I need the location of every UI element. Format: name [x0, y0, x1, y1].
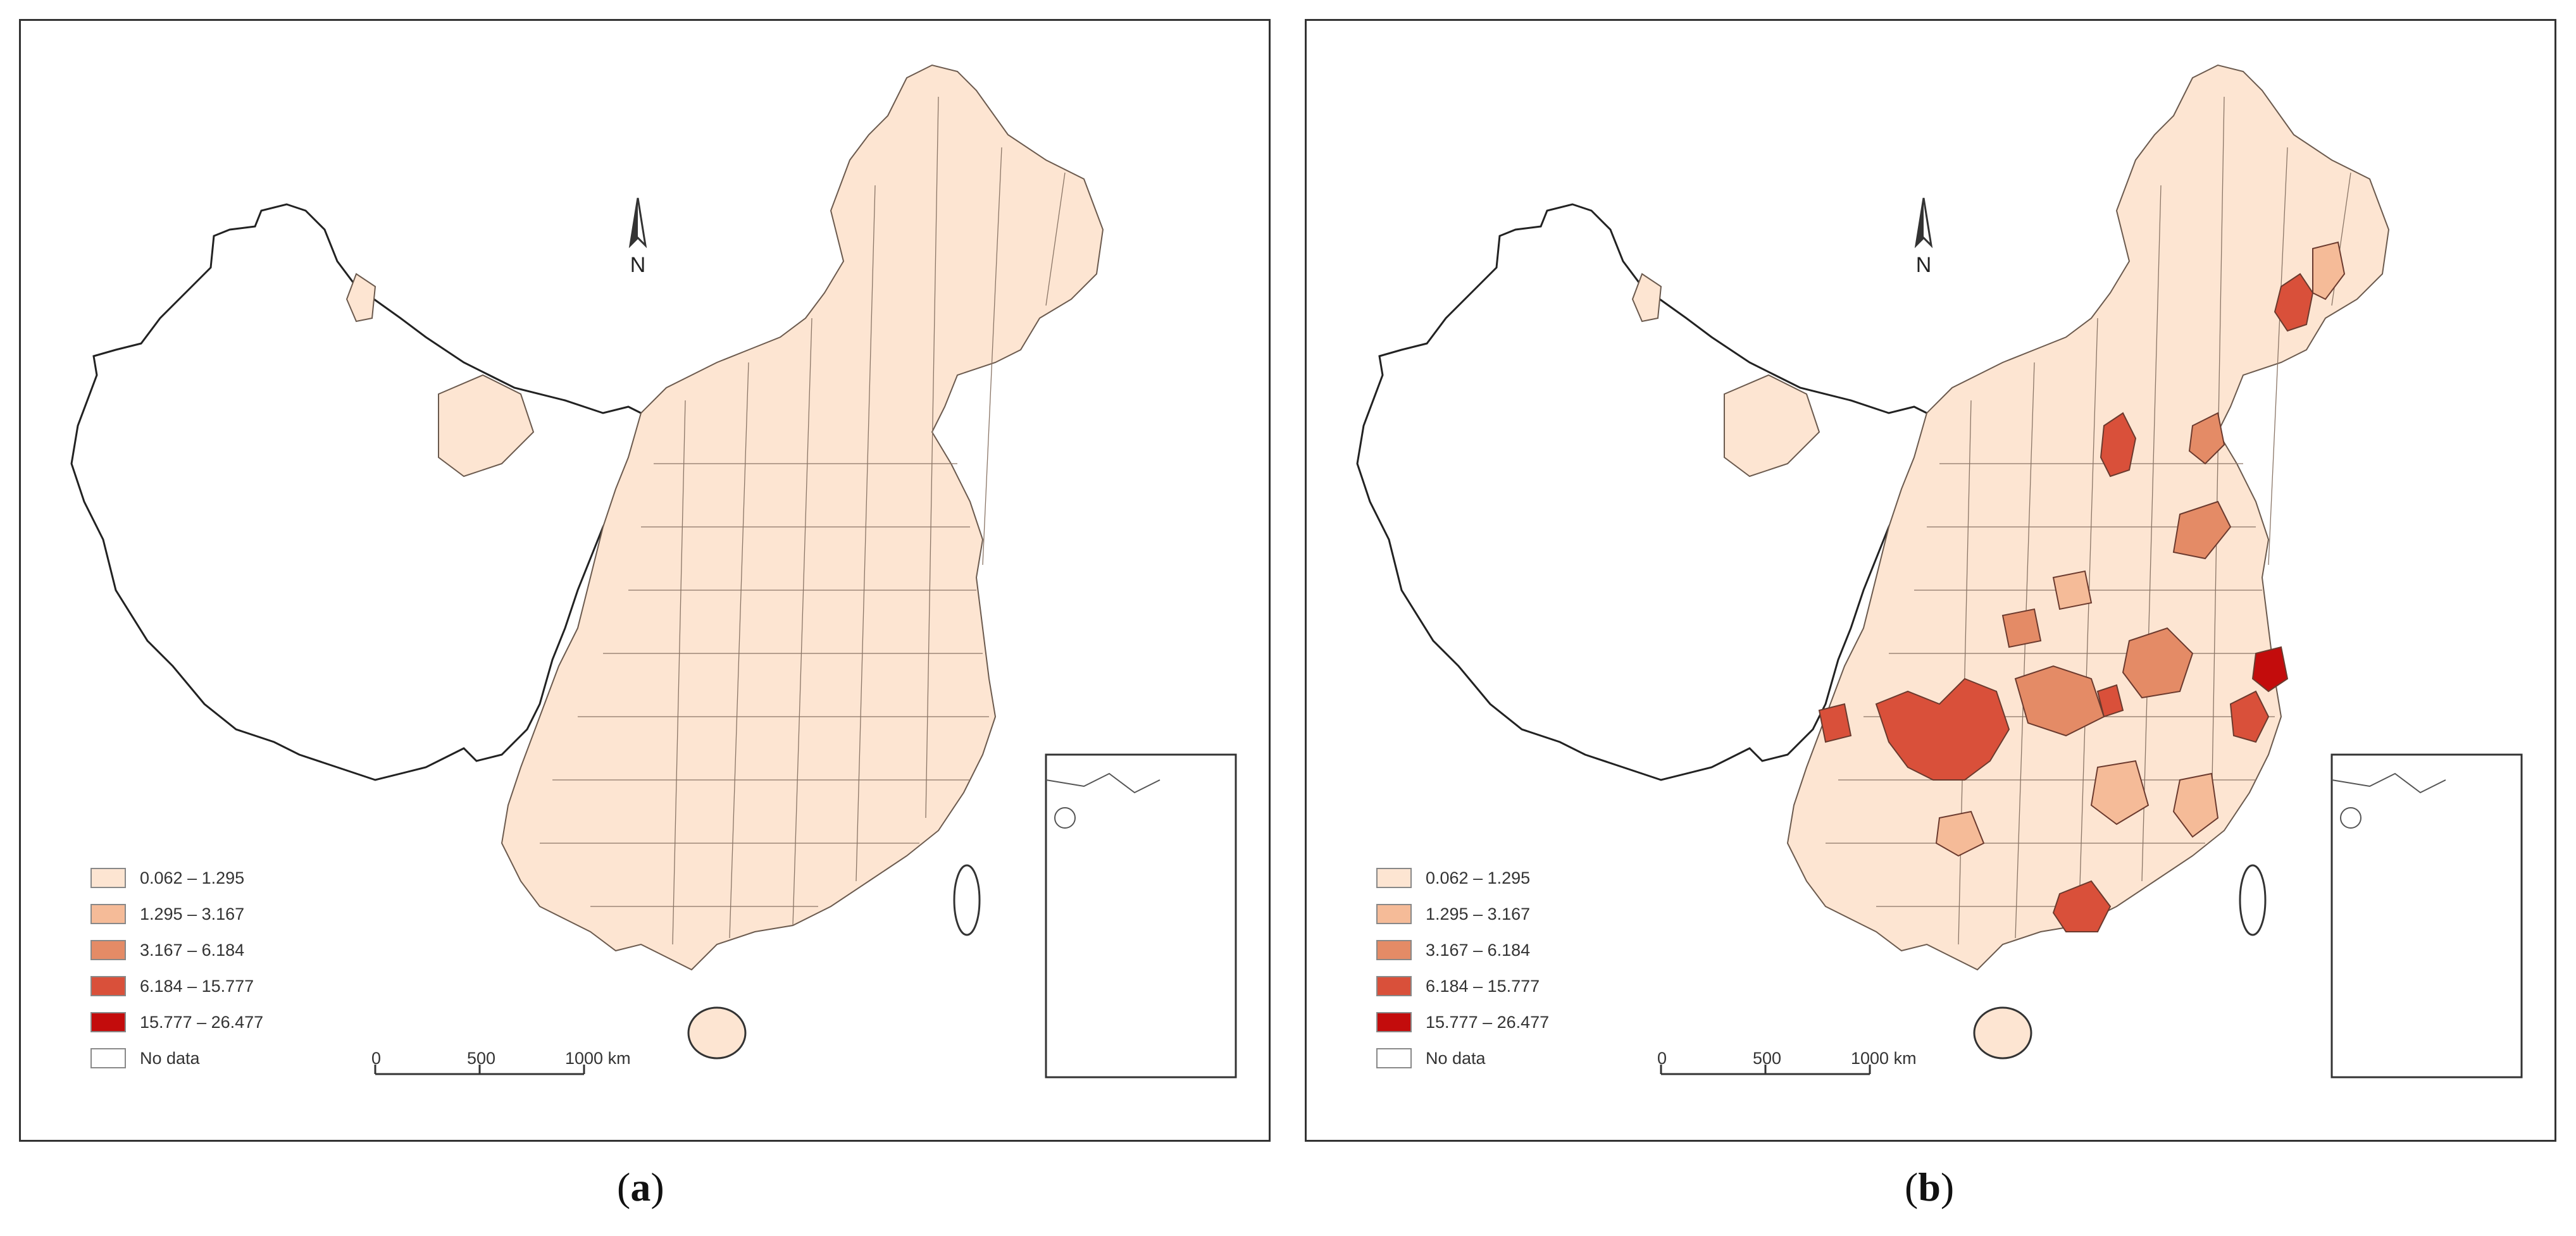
caption-b: (b)	[1905, 1165, 1955, 1209]
hotspot-northeast	[2274, 273, 2314, 332]
legend-label: 0.062 – 1.295	[140, 868, 245, 887]
hotspot-zhejiang	[2229, 690, 2270, 743]
north-arrow: N	[619, 195, 657, 283]
legend-item: 3.167 – 6.184	[90, 937, 263, 963]
hainan-island	[687, 1006, 747, 1060]
china-map-b	[1356, 64, 2523, 1078]
hotspot-northeast-ring	[2312, 241, 2346, 300]
data-patch-qinghai	[438, 374, 535, 478]
north-label: N	[1915, 253, 1932, 277]
inset-island	[1054, 807, 1076, 829]
legend: 0.062 – 1.295 1.295 – 3.167 3.167 – 6.18…	[1376, 865, 1549, 1082]
scale-tick-label: 1000 km	[565, 1049, 631, 1068]
hotspot-guangdong	[2052, 880, 2112, 932]
caption-letter: b	[1918, 1165, 1941, 1209]
legend-item: 15.777 – 26.477	[90, 1010, 263, 1035]
hotspot-central-2	[2052, 570, 2093, 610]
hotspot-wuhan	[2096, 684, 2124, 718]
legend-label: 3.167 – 6.184	[140, 940, 245, 960]
hotspot-shanghai	[2251, 646, 2289, 693]
inset-island	[2340, 807, 2361, 829]
data-patch-xinjiang	[345, 273, 376, 323]
caption-letter: a	[630, 1165, 651, 1209]
legend-label: 15.777 – 26.477	[140, 1012, 264, 1032]
legend-item: 3.167 – 6.184	[1376, 937, 1549, 963]
south-china-sea-inset	[1045, 753, 1237, 1078]
hotspot-shandong	[2172, 500, 2232, 560]
legend-item-no-data: No data	[90, 1046, 263, 1071]
hotspot-guangxi	[1935, 810, 1985, 857]
legend-item: 6.184 – 15.777	[1376, 973, 1549, 999]
legend-swatch	[1376, 940, 1412, 960]
data-region-east	[501, 64, 1104, 971]
data-patch-qinghai	[1724, 374, 1820, 478]
legend-swatch	[90, 1012, 126, 1032]
legend-swatch	[1376, 868, 1412, 888]
scalebar: 0 500 1000 km	[371, 1049, 631, 1087]
taiwan-island	[2239, 864, 2267, 936]
hotspot-sichuan-west	[1818, 703, 1852, 743]
north-label: N	[630, 253, 646, 277]
data-patch-xinjiang	[1631, 273, 1662, 323]
hotspot-jiangxi	[2090, 760, 2150, 825]
scale-tick-label: 500	[1753, 1049, 1782, 1068]
legend-swatch	[1376, 976, 1412, 996]
legend-label-no-data: No data	[140, 1048, 200, 1068]
scalebar-graphic	[374, 1065, 585, 1075]
inset-coastline	[2331, 772, 2446, 794]
legend-item: 1.295 – 3.167	[1376, 901, 1549, 927]
legend-swatch	[90, 868, 126, 888]
legend-label: 1.295 – 3.167	[1426, 904, 1531, 924]
legend-swatch	[90, 904, 126, 924]
legend-swatch	[1376, 1012, 1412, 1032]
legend-label: 3.167 – 6.184	[1426, 940, 1531, 960]
legend-item: 0.062 – 1.295	[90, 865, 263, 891]
legend-swatch	[1376, 904, 1412, 924]
legend-swatch-no-data	[1376, 1048, 1412, 1068]
legend-item: 6.184 – 15.777	[90, 973, 263, 999]
legend-swatch-no-data	[90, 1048, 126, 1068]
legend-item: 1.295 – 3.167	[90, 901, 263, 927]
legend-label: 15.777 – 26.477	[1426, 1012, 1550, 1032]
hotspot-fujian	[2172, 772, 2219, 838]
hotspot-regions	[1818, 241, 2346, 932]
scale-tick-label: 0	[1657, 1049, 1667, 1068]
scalebar-graphic	[1660, 1065, 1871, 1075]
map-panel-b: N 0.062 – 1.295 1.295 – 3.167 3.167 – 6.…	[1305, 19, 2556, 1142]
legend-label: 6.184 – 15.777	[1426, 976, 1540, 996]
scale-tick-label: 1000 km	[1851, 1049, 1917, 1068]
scale-tick-label: 0	[371, 1049, 382, 1068]
legend-label-no-data: No data	[1426, 1048, 1486, 1068]
legend: 0.062 – 1.295 1.295 – 3.167 3.167 – 6.18…	[90, 865, 263, 1082]
legend-label: 6.184 – 15.777	[140, 976, 254, 996]
north-arrow: N	[1905, 195, 1943, 283]
taiwan-island	[953, 864, 981, 936]
north-arrow-icon	[1914, 197, 1933, 249]
legend-label: 1.295 – 3.167	[140, 904, 245, 924]
north-arrow-icon	[628, 197, 647, 249]
legend-item: 15.777 – 26.477	[1376, 1010, 1549, 1035]
legend-item: 0.062 – 1.295	[1376, 865, 1549, 891]
prefecture-boundaries	[540, 96, 1066, 945]
hotspot-anhui	[2122, 627, 2194, 699]
hotspot-central-1	[2001, 608, 2042, 648]
scale-tick-label: 500	[467, 1049, 496, 1068]
legend-swatch	[90, 976, 126, 996]
map-panel-a: N 0.062 – 1.295 1.295 – 3.167 3.167 – 6.…	[19, 19, 1271, 1142]
china-map-a	[70, 64, 1237, 1078]
hainan-island	[1973, 1006, 2032, 1060]
hotspot-sichuan	[1875, 677, 2010, 781]
legend-swatch	[90, 940, 126, 960]
legend-label: 0.062 – 1.295	[1426, 868, 1531, 887]
scalebar: 0 500 1000 km	[1657, 1049, 1917, 1087]
caption-a: (a)	[617, 1165, 664, 1209]
hotspot-liaoning	[2188, 412, 2225, 465]
legend-item-no-data: No data	[1376, 1046, 1549, 1071]
hotspot-beijing	[2100, 412, 2137, 478]
inset-coastline	[1045, 772, 1160, 794]
south-china-sea-inset	[2330, 753, 2523, 1078]
